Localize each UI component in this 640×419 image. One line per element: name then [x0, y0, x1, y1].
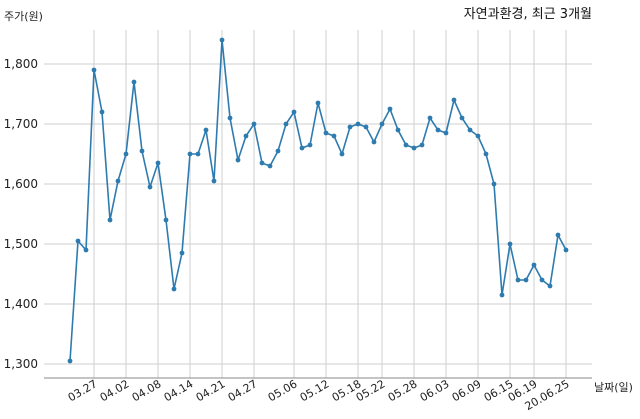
y-tick-label: 1,800 [4, 57, 38, 71]
data-point [235, 157, 241, 163]
data-point [171, 286, 177, 292]
data-point [75, 238, 81, 244]
data-point [395, 127, 401, 133]
data-point [443, 130, 449, 136]
data-point [491, 181, 497, 187]
y-tick-label: 1,400 [4, 297, 38, 311]
data-point [195, 151, 201, 157]
points-layer [67, 37, 569, 364]
data-point [291, 109, 297, 115]
data-point [435, 127, 441, 133]
data-point [459, 115, 465, 121]
data-point [331, 133, 337, 139]
data-point [483, 151, 489, 157]
data-point [531, 262, 537, 268]
data-point [179, 250, 185, 256]
x-tick-label: 04.14 [162, 377, 196, 404]
data-point [339, 151, 345, 157]
data-point [523, 277, 529, 283]
x-tick-label: 05.12 [298, 377, 332, 404]
data-point [299, 145, 305, 151]
data-point [315, 100, 321, 106]
data-point [251, 121, 257, 127]
data-point [227, 115, 233, 121]
data-point [283, 121, 289, 127]
data-point [219, 37, 225, 43]
y-tick-label: 1,300 [4, 357, 38, 371]
data-point [379, 121, 385, 127]
y-tick-label: 1,500 [4, 237, 38, 251]
data-point [187, 151, 193, 157]
data-point [467, 127, 473, 133]
data-point [275, 148, 281, 154]
data-point [363, 124, 369, 130]
data-point [155, 160, 161, 166]
data-point [163, 217, 169, 223]
x-tick-label: 05.06 [266, 377, 300, 404]
x-tick-label: 04.21 [194, 377, 228, 404]
data-point [147, 184, 153, 190]
chart-title: 자연과환경, 최근 3개월 [464, 7, 592, 22]
y-tick-label: 1,700 [4, 117, 38, 131]
data-point [387, 106, 393, 112]
x-tick-label: 04.02 [98, 377, 132, 404]
data-point [507, 241, 513, 247]
y-tick-labels: 1,300 1,400 1,500 1,600 1,700 1,800 [4, 57, 38, 371]
data-point [211, 178, 217, 184]
grid-layer [44, 30, 592, 378]
x-tick-label: 06.03 [418, 377, 452, 404]
data-point [563, 247, 569, 253]
x-tick-label: 03.27 [66, 377, 100, 404]
data-point [451, 97, 457, 103]
y-axis-label: 주가(원) [4, 10, 43, 23]
data-point [131, 79, 137, 85]
data-point [547, 283, 553, 289]
x-tick-label: 04.08 [130, 377, 164, 404]
data-point [107, 217, 113, 223]
data-point [307, 142, 313, 148]
data-point [515, 277, 521, 283]
data-point [499, 292, 505, 298]
x-tick-label: 06.09 [450, 377, 484, 404]
data-point [267, 163, 273, 169]
data-point [411, 145, 417, 151]
data-point [419, 142, 425, 148]
data-point [403, 142, 409, 148]
data-point [539, 277, 545, 283]
x-tick-label: 04.27 [226, 377, 260, 404]
series-line [69, 39, 567, 362]
data-point [243, 133, 249, 139]
data-point [259, 160, 265, 166]
data-point [323, 130, 329, 136]
data-point [347, 124, 353, 130]
data-point [67, 358, 73, 364]
data-point [427, 115, 433, 121]
x-axis-label: 날짜(일) [594, 380, 633, 394]
data-point [355, 121, 361, 127]
y-tick-label: 1,600 [4, 177, 38, 191]
data-point [83, 247, 89, 253]
x-tick-label: 05.28 [386, 377, 420, 404]
data-point [475, 133, 481, 139]
data-point [203, 127, 209, 133]
data-point [99, 109, 105, 115]
data-point [91, 67, 97, 73]
data-point [123, 151, 129, 157]
data-point [139, 148, 145, 154]
data-point [115, 178, 121, 184]
data-point [555, 232, 561, 238]
data-point [371, 139, 377, 145]
series-layer [69, 39, 567, 362]
